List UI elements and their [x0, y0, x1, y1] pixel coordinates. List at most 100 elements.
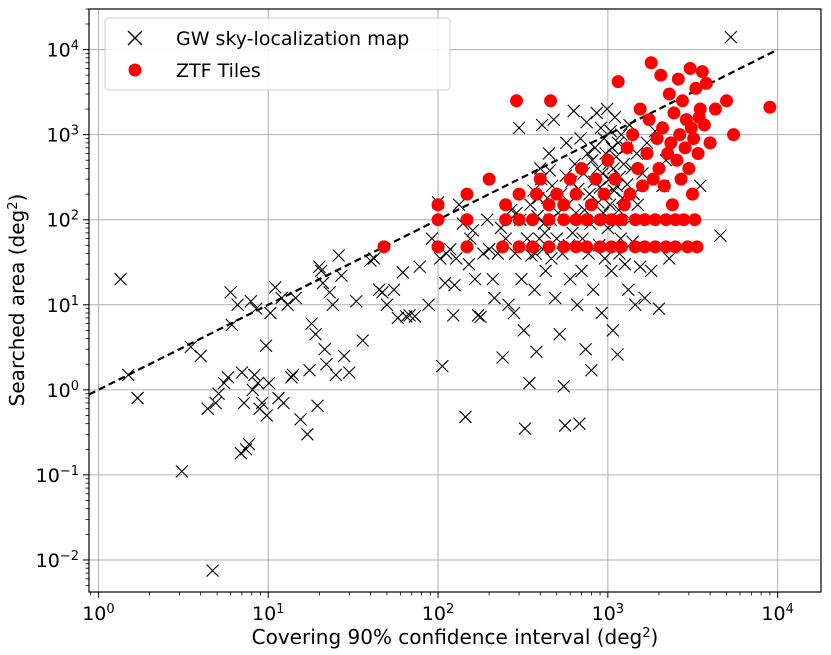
gw-point: [543, 164, 557, 177]
gw-point: [212, 387, 225, 401]
gw-point: [468, 272, 482, 286]
gw-point: [285, 371, 298, 384]
gw-point: [605, 264, 618, 278]
gw-point: [303, 363, 316, 377]
ztf-point: [533, 172, 547, 186]
ztf-point: [604, 240, 618, 254]
ztf-point: [664, 136, 678, 150]
ztf-point: [633, 102, 647, 116]
gw-point: [522, 376, 536, 390]
ztf-point: [584, 198, 598, 212]
gw-point: [652, 302, 666, 316]
gw-point: [595, 306, 609, 320]
ztf-point: [499, 213, 513, 227]
ztf-point: [542, 198, 556, 212]
ztf-point: [665, 198, 679, 212]
gw-point: [614, 128, 628, 142]
ztf-point: [601, 153, 615, 167]
y-tick-label: 101: [47, 293, 79, 317]
ztf-point: [727, 128, 741, 142]
gw-point: [438, 276, 452, 290]
ztf-point: [512, 187, 526, 201]
gw-point: [403, 309, 416, 322]
gw-point: [242, 437, 256, 451]
ztf-point: [614, 240, 628, 254]
gw-point: [631, 198, 645, 212]
gw-point: [121, 368, 135, 382]
ztf-point: [642, 113, 656, 127]
gw-point: [482, 242, 496, 256]
ztf-point: [589, 172, 603, 186]
gw-point: [311, 399, 324, 413]
gw-point: [535, 118, 549, 132]
gw-point: [323, 285, 337, 299]
x-tick-label: 103: [592, 602, 624, 626]
x-axis-title: Covering 90% confidence interval (deg2): [252, 625, 659, 649]
gw-point: [314, 264, 328, 278]
gw-point: [548, 291, 562, 305]
gw-point: [598, 252, 612, 265]
gw-point: [332, 249, 346, 262]
ztf-point: [691, 147, 705, 161]
gw-point: [217, 376, 231, 390]
gw-point: [471, 309, 485, 322]
gw-point: [309, 327, 322, 341]
gw-point: [638, 291, 652, 305]
x-tick-label: 101: [252, 602, 284, 626]
ztf-point: [675, 94, 689, 108]
ztf-point: [650, 132, 664, 146]
ztf-point: [628, 213, 642, 227]
gw-point: [560, 136, 573, 150]
gw-point: [209, 396, 223, 410]
gw-point: [594, 121, 608, 135]
gw-point: [573, 417, 586, 431]
gw-point: [606, 323, 620, 337]
gw-point: [235, 366, 249, 379]
gw-point: [337, 349, 351, 363]
gw-point: [557, 379, 571, 393]
ztf-point: [646, 172, 660, 186]
ztf-point: [512, 240, 526, 254]
gw-point: [603, 198, 617, 212]
gw-point: [446, 309, 460, 322]
gw-point: [396, 266, 410, 279]
ztf-point: [496, 240, 510, 254]
ztf-point: [569, 187, 583, 201]
gw-point: [477, 247, 490, 260]
ztf-point: [512, 213, 526, 227]
gw-point: [422, 298, 436, 312]
legend-label-gw: GW sky-localization map: [176, 28, 409, 50]
ztf-point: [557, 240, 571, 254]
gw-point: [544, 252, 558, 265]
ztf-point: [695, 65, 709, 79]
gw-point: [231, 298, 244, 312]
grid: [89, 9, 821, 592]
gw-point: [175, 464, 189, 478]
ztf-point: [671, 72, 685, 86]
gw-point: [277, 396, 290, 410]
ztf-point: [674, 172, 688, 186]
legend-circle-marker: [128, 63, 142, 77]
gw-point: [713, 229, 727, 243]
ztf-point: [460, 187, 474, 201]
gw-point: [488, 291, 501, 305]
gw-point: [579, 342, 593, 356]
gw-point: [326, 298, 340, 312]
gw-point: [558, 419, 572, 432]
gw-point: [633, 260, 647, 274]
ztf-point: [659, 213, 673, 227]
ztf-point: [689, 81, 703, 95]
ztf-point: [604, 213, 618, 227]
gw-point: [604, 124, 618, 138]
ztf-point: [638, 213, 652, 227]
gw-point: [435, 359, 449, 373]
y-tick-label: 103: [47, 123, 79, 147]
gw-point: [580, 115, 594, 129]
gw-point: [605, 141, 619, 155]
gw-point: [356, 334, 370, 347]
gw-point: [286, 368, 300, 382]
ztf-point: [688, 213, 702, 227]
ztf-point: [557, 198, 571, 212]
gw-point: [443, 242, 457, 256]
